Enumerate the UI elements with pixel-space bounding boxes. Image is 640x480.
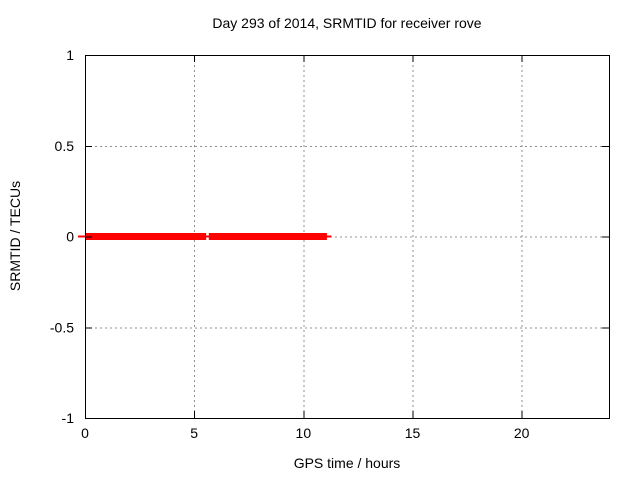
y-tick-label: -1 — [62, 410, 75, 426]
x-tick-label: 0 — [81, 425, 89, 441]
y-tick-label: 1 — [66, 47, 74, 63]
y-tick-label: 0 — [66, 229, 74, 245]
x-axis-label: GPS time / hours — [293, 455, 401, 471]
x-tick-label: 20 — [514, 425, 530, 441]
x-tick-label: 15 — [405, 425, 421, 441]
chart-title: Day 293 of 2014, SRMTID for receiver rov… — [212, 15, 482, 31]
y-tick-label: -0.5 — [50, 319, 74, 335]
x-tick-label: 5 — [190, 425, 198, 441]
x-tick-label: 10 — [296, 425, 312, 441]
y-tick-label: 0.5 — [55, 138, 75, 154]
